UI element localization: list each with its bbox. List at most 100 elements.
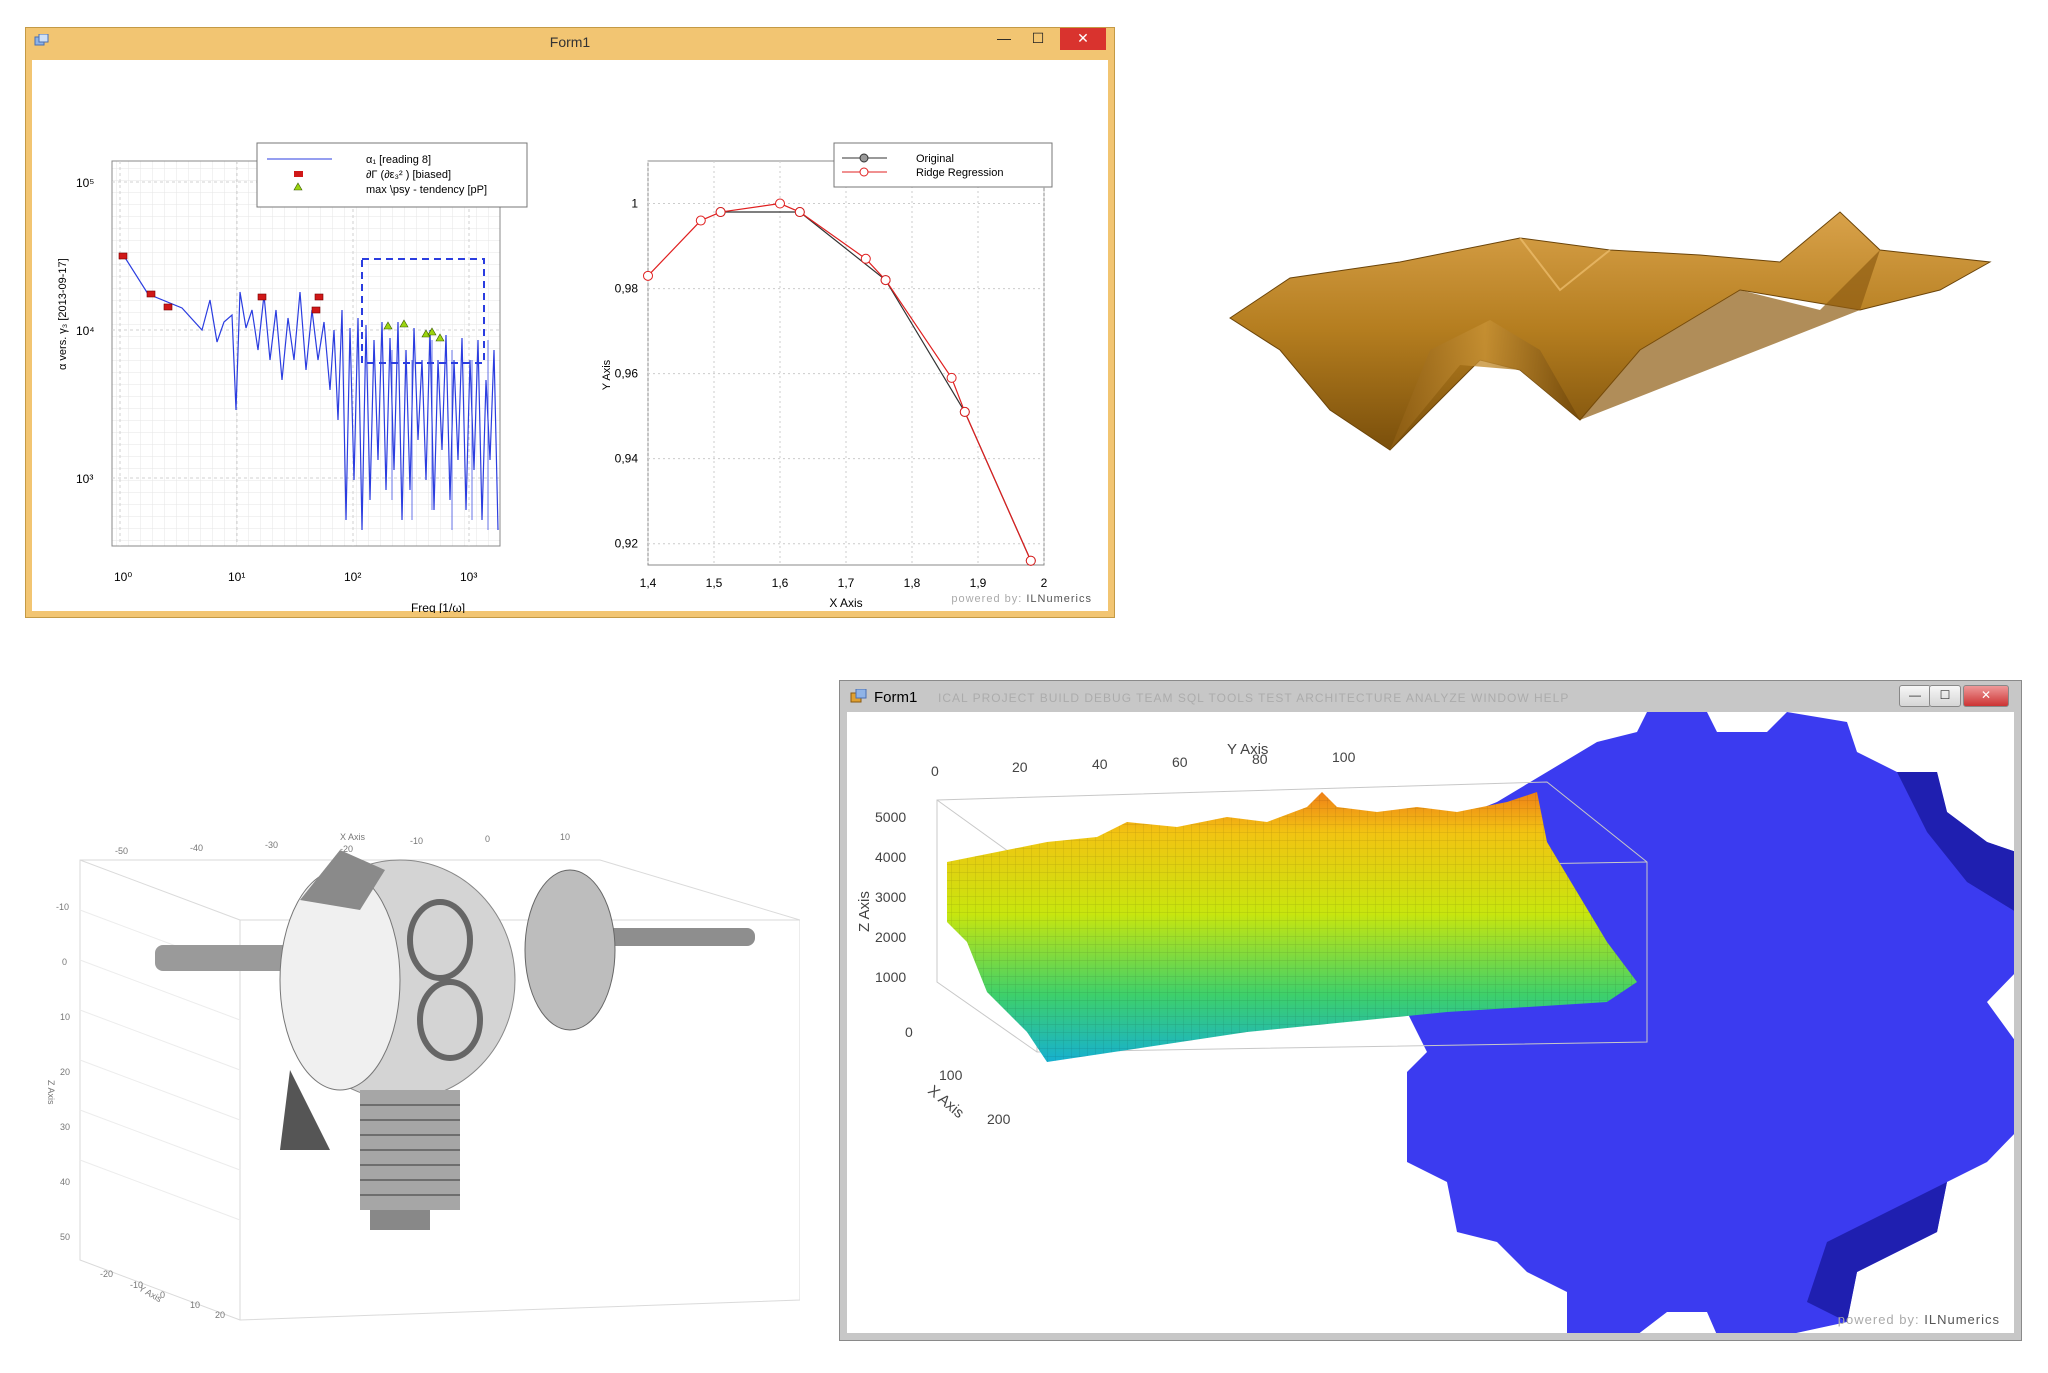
y-axis-label: α vers. γ₃ [2013-09-17] [57, 258, 69, 370]
series-point-1 [946, 372, 957, 383]
series-point-1 [959, 406, 970, 417]
form1-window-bottom: Form1 ICAL PROJECT BUILD DEBUG TEAM SQL … [839, 680, 2022, 1341]
app-icon [34, 34, 49, 46]
regression-series [643, 198, 1036, 566]
y-axis-label: Y Axis [601, 359, 613, 390]
window-title: Form1 [874, 689, 918, 706]
legend-item-original: Original [916, 153, 954, 165]
legend-item-1: ∂Γ (∂ε₃² ) [biased] [366, 169, 451, 181]
x-axis-label: X Axis [829, 596, 862, 610]
close-button[interactable]: ✕ [1963, 685, 2009, 707]
biased-markers [118, 252, 324, 314]
series-point-1 [643, 270, 653, 281]
engine-ztick: 20 [60, 1067, 70, 1077]
series-point-1 [860, 253, 871, 264]
ytick-2: 10³ [76, 472, 93, 486]
engine-ztick: 50 [60, 1232, 70, 1242]
window-client-area: Y Axis 0 20 40 60 80 100 120 140 5000 40… [847, 712, 2014, 1333]
engine-xtick: -30 [265, 840, 278, 850]
engine-xtick: -40 [190, 843, 203, 853]
engine-ztick: 30 [60, 1122, 70, 1132]
terrain-surface-plot[interactable]: Y Axis 0 20 40 60 80 100 120 140 5000 40… [847, 712, 2014, 1333]
engine-xtick: -10 [410, 836, 423, 846]
xtick-label: 1,9 [970, 576, 987, 590]
background-menu-ghost: ICAL PROJECT BUILD DEBUG TEAM SQL TOOLS … [938, 691, 1570, 705]
xtick-label: 1,7 [838, 576, 855, 590]
ytick-label: 0,96 [615, 367, 639, 381]
engine-ytick: 10 [190, 1300, 200, 1310]
xtick-3: 10³ [460, 570, 477, 584]
app-icon [850, 689, 867, 703]
regression-yticks: 1 0,98 0,96 0,94 0,92 [615, 197, 639, 551]
ytick: 100 [1332, 749, 1356, 765]
title-bar[interactable]: Form1 — ☐ ✕ [26, 28, 1114, 54]
signal-series [123, 255, 499, 531]
z-axis-label: Z Axis [856, 891, 873, 932]
series-point-1 [715, 207, 726, 218]
ztick: 4000 [875, 849, 906, 865]
xtick: 100 [939, 1067, 963, 1083]
engine-x-axis-label: X Axis [340, 832, 366, 842]
legend-item-ridge: Ridge Regression [916, 167, 1003, 179]
plot-area-left [111, 160, 501, 547]
ytick-0: 10⁵ [76, 176, 94, 190]
series-point-1 [695, 215, 706, 226]
series-line-1 [647, 202, 1032, 561]
legend-left[interactable]: α₁ [reading 8] ∂Γ (∂ε₃² ) [biased] max \… [256, 142, 528, 208]
window-title: Form1 [549, 34, 591, 50]
y-axis-label: Y Axis [1227, 741, 1268, 758]
loglog-plot[interactable]: 10⁰ 10¹ 10² 10³ 10⁵ 10⁴ 10³ Freq [1/ω] α… [32, 60, 572, 613]
minimize-button[interactable]: — [1899, 685, 1931, 707]
ztick: 5000 [875, 809, 906, 825]
ytick: 20 [1012, 759, 1028, 775]
engine-xtick: 0 [485, 834, 490, 844]
ztick: 0 [905, 1024, 913, 1040]
engine-xtick: -50 [115, 846, 128, 856]
engine-ztick: 10 [60, 1012, 70, 1022]
xtick: 200 [987, 1111, 1011, 1127]
ytick: 0 [931, 763, 939, 779]
engine-ytick: -10 [130, 1280, 143, 1290]
series-point-1 [880, 275, 891, 286]
xtick-label: 1,8 [904, 576, 921, 590]
ytick-1: 10⁴ [76, 324, 95, 338]
legend-item-2: max \psy - tendency [pP] [366, 184, 487, 196]
series-point-1 [1025, 555, 1036, 566]
engine-ztick: 0 [62, 957, 67, 967]
engine-ztick: -10 [56, 902, 69, 912]
powered-by-label: powered by: ILNumerics [951, 593, 1092, 605]
engine-xtick: -20 [340, 844, 353, 854]
regression-plot[interactable]: 1,4 1,5 1,6 1,7 1,8 1,9 2 1 0,98 0,96 0,94 0,92 X … [572, 60, 1112, 613]
engine-3d-plot[interactable]: X Axis -50 -40 -30 -20 -10 0 10 -10 0 10… [40, 820, 800, 1340]
xtick-label: 2 [1041, 576, 1048, 590]
ytick-label: 0,98 [615, 282, 639, 296]
zoom-selection-box[interactable] [361, 258, 485, 364]
x-axis-label: X Axis [924, 1082, 967, 1122]
engine-ytick: 20 [215, 1310, 225, 1320]
x-axis-label: Freq [1/ω] [411, 601, 465, 613]
ytick: 120 [1412, 747, 1436, 763]
legend-right[interactable]: Original Ridge Regression [833, 142, 1053, 188]
golden-surface-plot[interactable] [1220, 200, 2010, 500]
maximize-button[interactable]: ☐ [1031, 30, 1045, 46]
engine-ztick: 40 [60, 1177, 70, 1187]
close-button[interactable]: ✕ [1060, 28, 1106, 50]
xtick-label: 1,5 [706, 576, 723, 590]
xtick-label: 1,4 [640, 576, 657, 590]
regression-xticks: 1,4 1,5 1,6 1,7 1,8 1,9 2 [640, 576, 1048, 590]
ytick-label: 0,94 [615, 452, 639, 466]
maximize-button[interactable]: ☐ [1929, 685, 1961, 707]
window-client-area: 10⁰ 10¹ 10² 10³ 10⁵ 10⁴ 10³ Freq [1/ω] α… [32, 60, 1108, 613]
ytick: 140 [1492, 745, 1516, 761]
engine-ytick: -20 [100, 1269, 113, 1279]
xtick-1: 10¹ [228, 570, 245, 584]
engine-z-axis-label: Z Axis [46, 1080, 56, 1105]
regression-grid [647, 161, 1045, 565]
minimize-button[interactable]: — [997, 30, 1011, 46]
series-point-1 [775, 198, 785, 209]
ztick: 1000 [875, 969, 906, 985]
xtick-label: 1,6 [772, 576, 789, 590]
ytick-label: 0,92 [615, 537, 639, 551]
ytick: 40 [1092, 756, 1108, 772]
engine-ytick: 0 [160, 1290, 165, 1300]
